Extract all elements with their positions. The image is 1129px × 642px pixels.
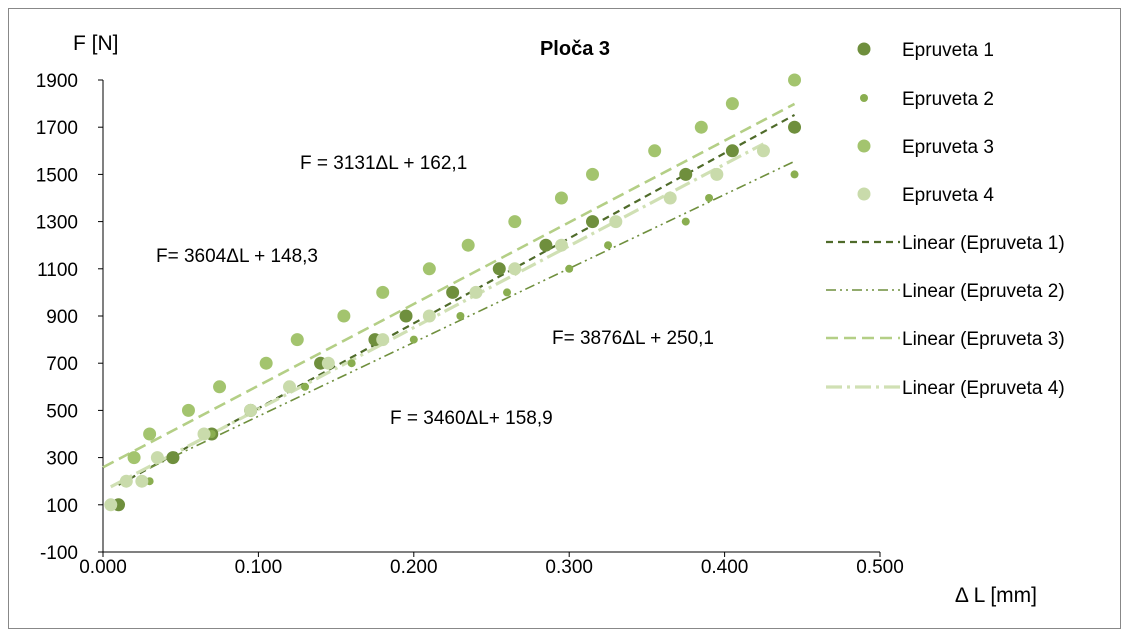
trendline-4	[110, 142, 765, 489]
x-tick-label: 0.100	[235, 557, 283, 578]
y-tick-label: 900	[46, 307, 78, 328]
legend-marker-1	[857, 42, 871, 56]
point-series-3	[648, 144, 662, 158]
legend-trend-label-2: Linear (Epruveta 2)	[902, 281, 1065, 302]
legend-label-3: Epruveta 3	[902, 137, 994, 158]
x-tick-labels: 0.000 0.100 0.200 0.300 0.400 0.500	[79, 552, 904, 578]
point-series-4	[508, 262, 522, 276]
point-series-4	[321, 356, 335, 370]
point-series-2	[301, 382, 310, 391]
point-series-4	[663, 191, 677, 205]
x-tick-label: 0.000	[79, 557, 127, 578]
legend-label-4: Epruveta 4	[902, 185, 994, 206]
point-series-4	[135, 474, 149, 488]
point-series-1	[679, 167, 693, 181]
point-series-3	[127, 451, 141, 465]
y-tick-label: 1700	[36, 118, 78, 139]
y-tick-label: 100	[46, 496, 78, 517]
point-series-1	[399, 309, 413, 323]
point-series-4	[119, 474, 133, 488]
equation-label-1: F = 3131ΔL + 162,1	[300, 153, 467, 174]
point-series-2	[604, 241, 613, 250]
x-tick-label: 0.500	[856, 557, 904, 578]
point-series-1	[586, 215, 600, 229]
point-series-3	[259, 356, 273, 370]
point-series-2	[565, 264, 574, 273]
y-tick-label: 1900	[36, 71, 78, 92]
legend-marker-3	[857, 139, 871, 153]
point-series-4	[554, 238, 568, 252]
legend-marker-2	[860, 94, 868, 102]
point-series-4	[244, 403, 258, 417]
point-series-3	[694, 120, 708, 134]
point-series-3	[554, 191, 568, 205]
y-tick-label: 1500	[36, 165, 78, 186]
point-series-4	[197, 427, 211, 441]
point-series-3	[181, 403, 195, 417]
legend-marker-4	[857, 187, 871, 201]
point-series-4	[282, 380, 296, 394]
y-axis-title: F [N]	[73, 32, 119, 55]
point-series-3	[422, 262, 436, 276]
y-tick-label: 1100	[37, 260, 78, 281]
point-series-2	[503, 288, 512, 297]
trendline-2	[149, 160, 795, 469]
point-series-1	[539, 238, 553, 252]
point-series-2	[705, 194, 714, 202]
legend-trend-label-3: Linear (Epruveta 3)	[902, 329, 1065, 350]
point-series-4	[422, 309, 436, 323]
y-tick-labels: -100 100 300 500 700 900 1100 1300 1500 1700 1900	[36, 71, 103, 564]
point-series-3	[788, 73, 802, 87]
point-series-2	[681, 217, 690, 226]
point-series-4	[104, 498, 118, 512]
legend-label-2: Epruveta 2	[902, 89, 994, 110]
point-series-3	[213, 380, 227, 394]
point-series-4	[756, 144, 770, 158]
y-tick-label: 500	[46, 401, 78, 422]
point-series-4	[710, 167, 724, 181]
trendline-3	[102, 102, 796, 469]
point-series-1	[492, 262, 506, 276]
legend-label-1: Epruveta 1	[902, 40, 994, 61]
y-tick-label: 700	[46, 354, 78, 375]
point-series-4	[609, 215, 623, 229]
y-tick-label: 300	[46, 449, 78, 470]
data-points	[104, 73, 802, 512]
point-series-1	[788, 120, 802, 134]
y-tick-label: 1300	[36, 213, 78, 234]
legend-trend-label-1: Linear (Epruveta 1)	[902, 233, 1065, 254]
x-tick-label: 0.300	[545, 557, 593, 578]
point-series-2	[347, 359, 356, 368]
y-tick-label: -100	[40, 543, 78, 564]
chart-title: Ploča 3	[540, 38, 610, 60]
point-series-3	[461, 238, 475, 252]
point-series-2	[456, 312, 465, 320]
equation-label-3: F= 3876ΔL + 250,1	[552, 328, 714, 349]
point-series-4	[150, 451, 164, 465]
point-series-3	[290, 333, 304, 347]
point-series-3	[143, 427, 157, 441]
point-series-2	[409, 335, 418, 344]
chart-frame	[8, 8, 1121, 629]
point-series-1	[725, 144, 739, 158]
x-tick-label: 0.400	[701, 557, 749, 578]
x-tick-label: 0.200	[390, 557, 438, 578]
point-series-4	[376, 333, 390, 347]
legend: Epruveta 1 Epruveta 2 Epruveta 3 Epruveta 4…	[826, 40, 1065, 399]
point-series-4	[469, 285, 483, 299]
x-axis-title: Δ L [mm]	[955, 584, 1037, 607]
equation-label-2: F= 3604ΔL + 148,3	[156, 246, 318, 267]
equation-label-4: F = 3460ΔL+ 158,9	[390, 408, 553, 429]
point-series-3	[725, 97, 739, 111]
point-series-3	[337, 309, 351, 323]
point-series-2	[790, 170, 799, 179]
point-series-1	[166, 451, 180, 465]
point-series-3	[376, 285, 390, 299]
point-series-1	[446, 285, 460, 299]
point-series-3	[508, 215, 522, 229]
point-series-3	[586, 167, 600, 181]
legend-trend-label-4: Linear (Epruveta 4)	[902, 378, 1065, 399]
